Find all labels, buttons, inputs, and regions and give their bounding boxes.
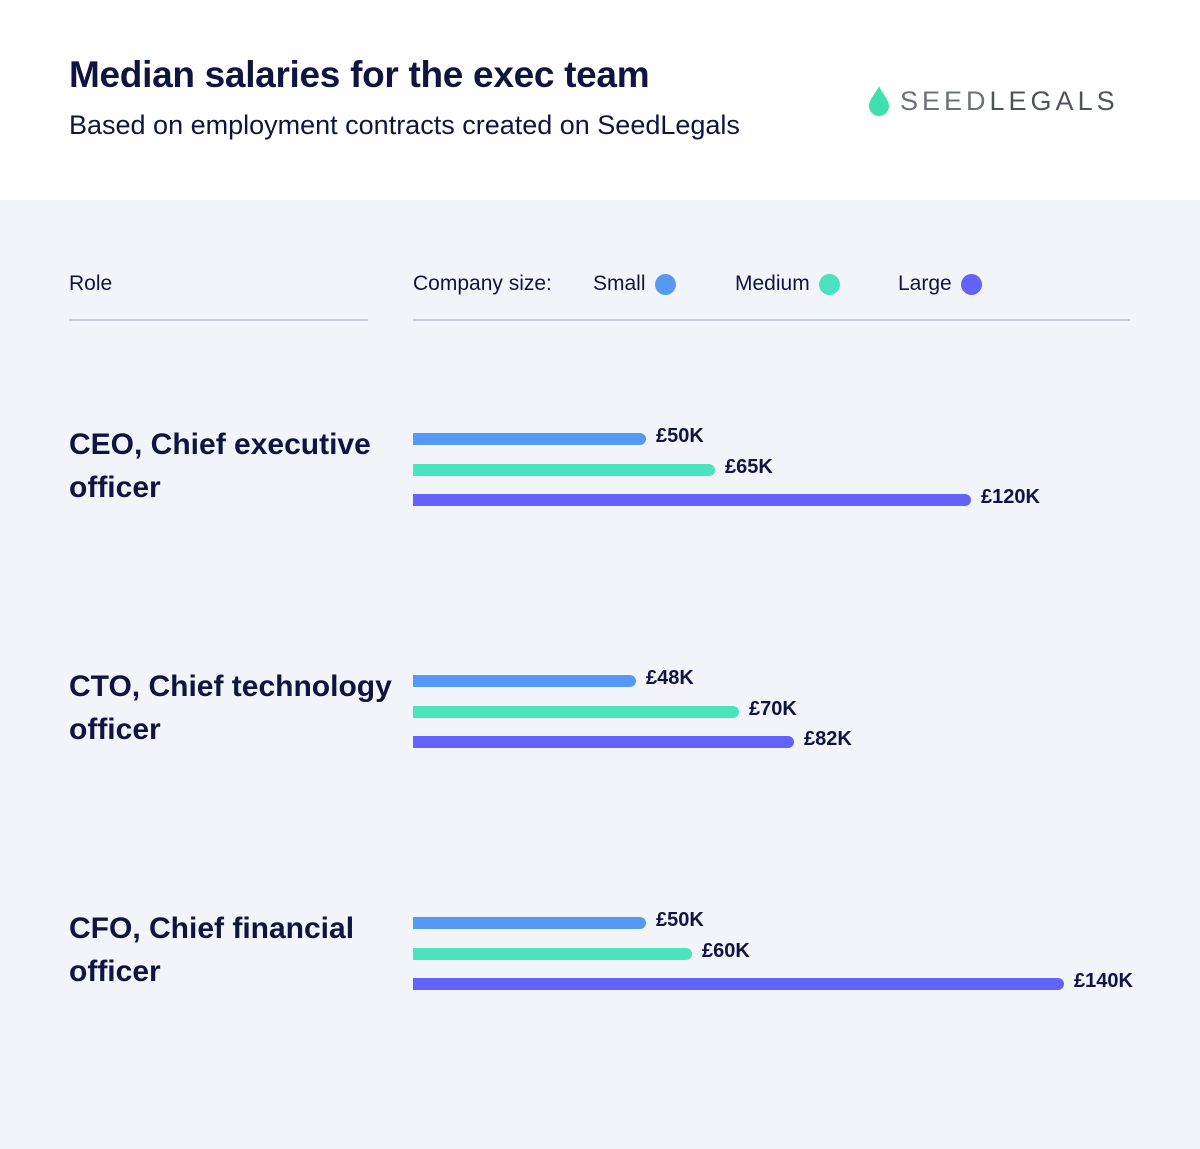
bar-large-2: [413, 978, 1064, 990]
bar-medium-1: [413, 706, 739, 718]
chart-subtitle: Based on employment contracts created on…: [69, 110, 740, 140]
company-size-header: Company size:: [413, 272, 552, 295]
legend-small: Small: [593, 272, 676, 296]
legend-medium: Medium: [735, 272, 840, 296]
legend-small-dot: [654, 273, 676, 295]
chart-title: Median salaries for the exec team: [69, 54, 650, 95]
bar-large-1: [413, 736, 794, 748]
bar-label-large-1: £82K: [804, 728, 852, 750]
bar-label-large-2: £140K: [1074, 970, 1133, 992]
bar-label-small-1: £48K: [646, 667, 694, 689]
legend-large-dot: [960, 273, 982, 295]
logo-legals: LEGALS: [989, 85, 1119, 116]
bar-label-large-0: £120K: [981, 486, 1040, 508]
bar-label-medium-2: £60K: [702, 940, 750, 962]
bar-large-0: [413, 494, 971, 506]
bar-label-small-2: £50K: [656, 909, 704, 931]
bar-medium-0: [413, 464, 715, 476]
logo-seed: SEED: [900, 85, 990, 116]
droplet-icon: [869, 86, 889, 116]
bar-label-small-0: £50K: [656, 425, 704, 447]
role-label-2: CFO, Chief financial officer: [69, 912, 355, 988]
role-label-0: CEO, Chief executive officer: [69, 428, 371, 504]
logo-wordmark: SEEDLEGALS: [900, 86, 1119, 117]
legend-small-label: Small: [593, 272, 646, 295]
bar-label-medium-1: £70K: [749, 698, 797, 720]
bar-label-medium-0: £65K: [725, 456, 773, 478]
bar-small-1: [413, 675, 636, 687]
bar-small-2: [413, 917, 646, 929]
bar-small-0: [413, 433, 646, 445]
role-divider: [69, 319, 368, 321]
legend-large-label: Large: [898, 272, 952, 295]
legend-large: Large: [898, 272, 982, 296]
legend-medium-label: Medium: [735, 272, 810, 295]
role-label-1: CTO, Chief technology officer: [69, 670, 392, 746]
header: Median salaries for the exec team Based …: [0, 0, 1200, 200]
legend-medium-dot: [818, 273, 840, 295]
seedlegals-logo: SEEDLEGALS: [868, 84, 1119, 118]
role-column-header: Role: [69, 272, 113, 295]
size-divider: [413, 319, 1130, 321]
bar-medium-2: [413, 948, 692, 960]
